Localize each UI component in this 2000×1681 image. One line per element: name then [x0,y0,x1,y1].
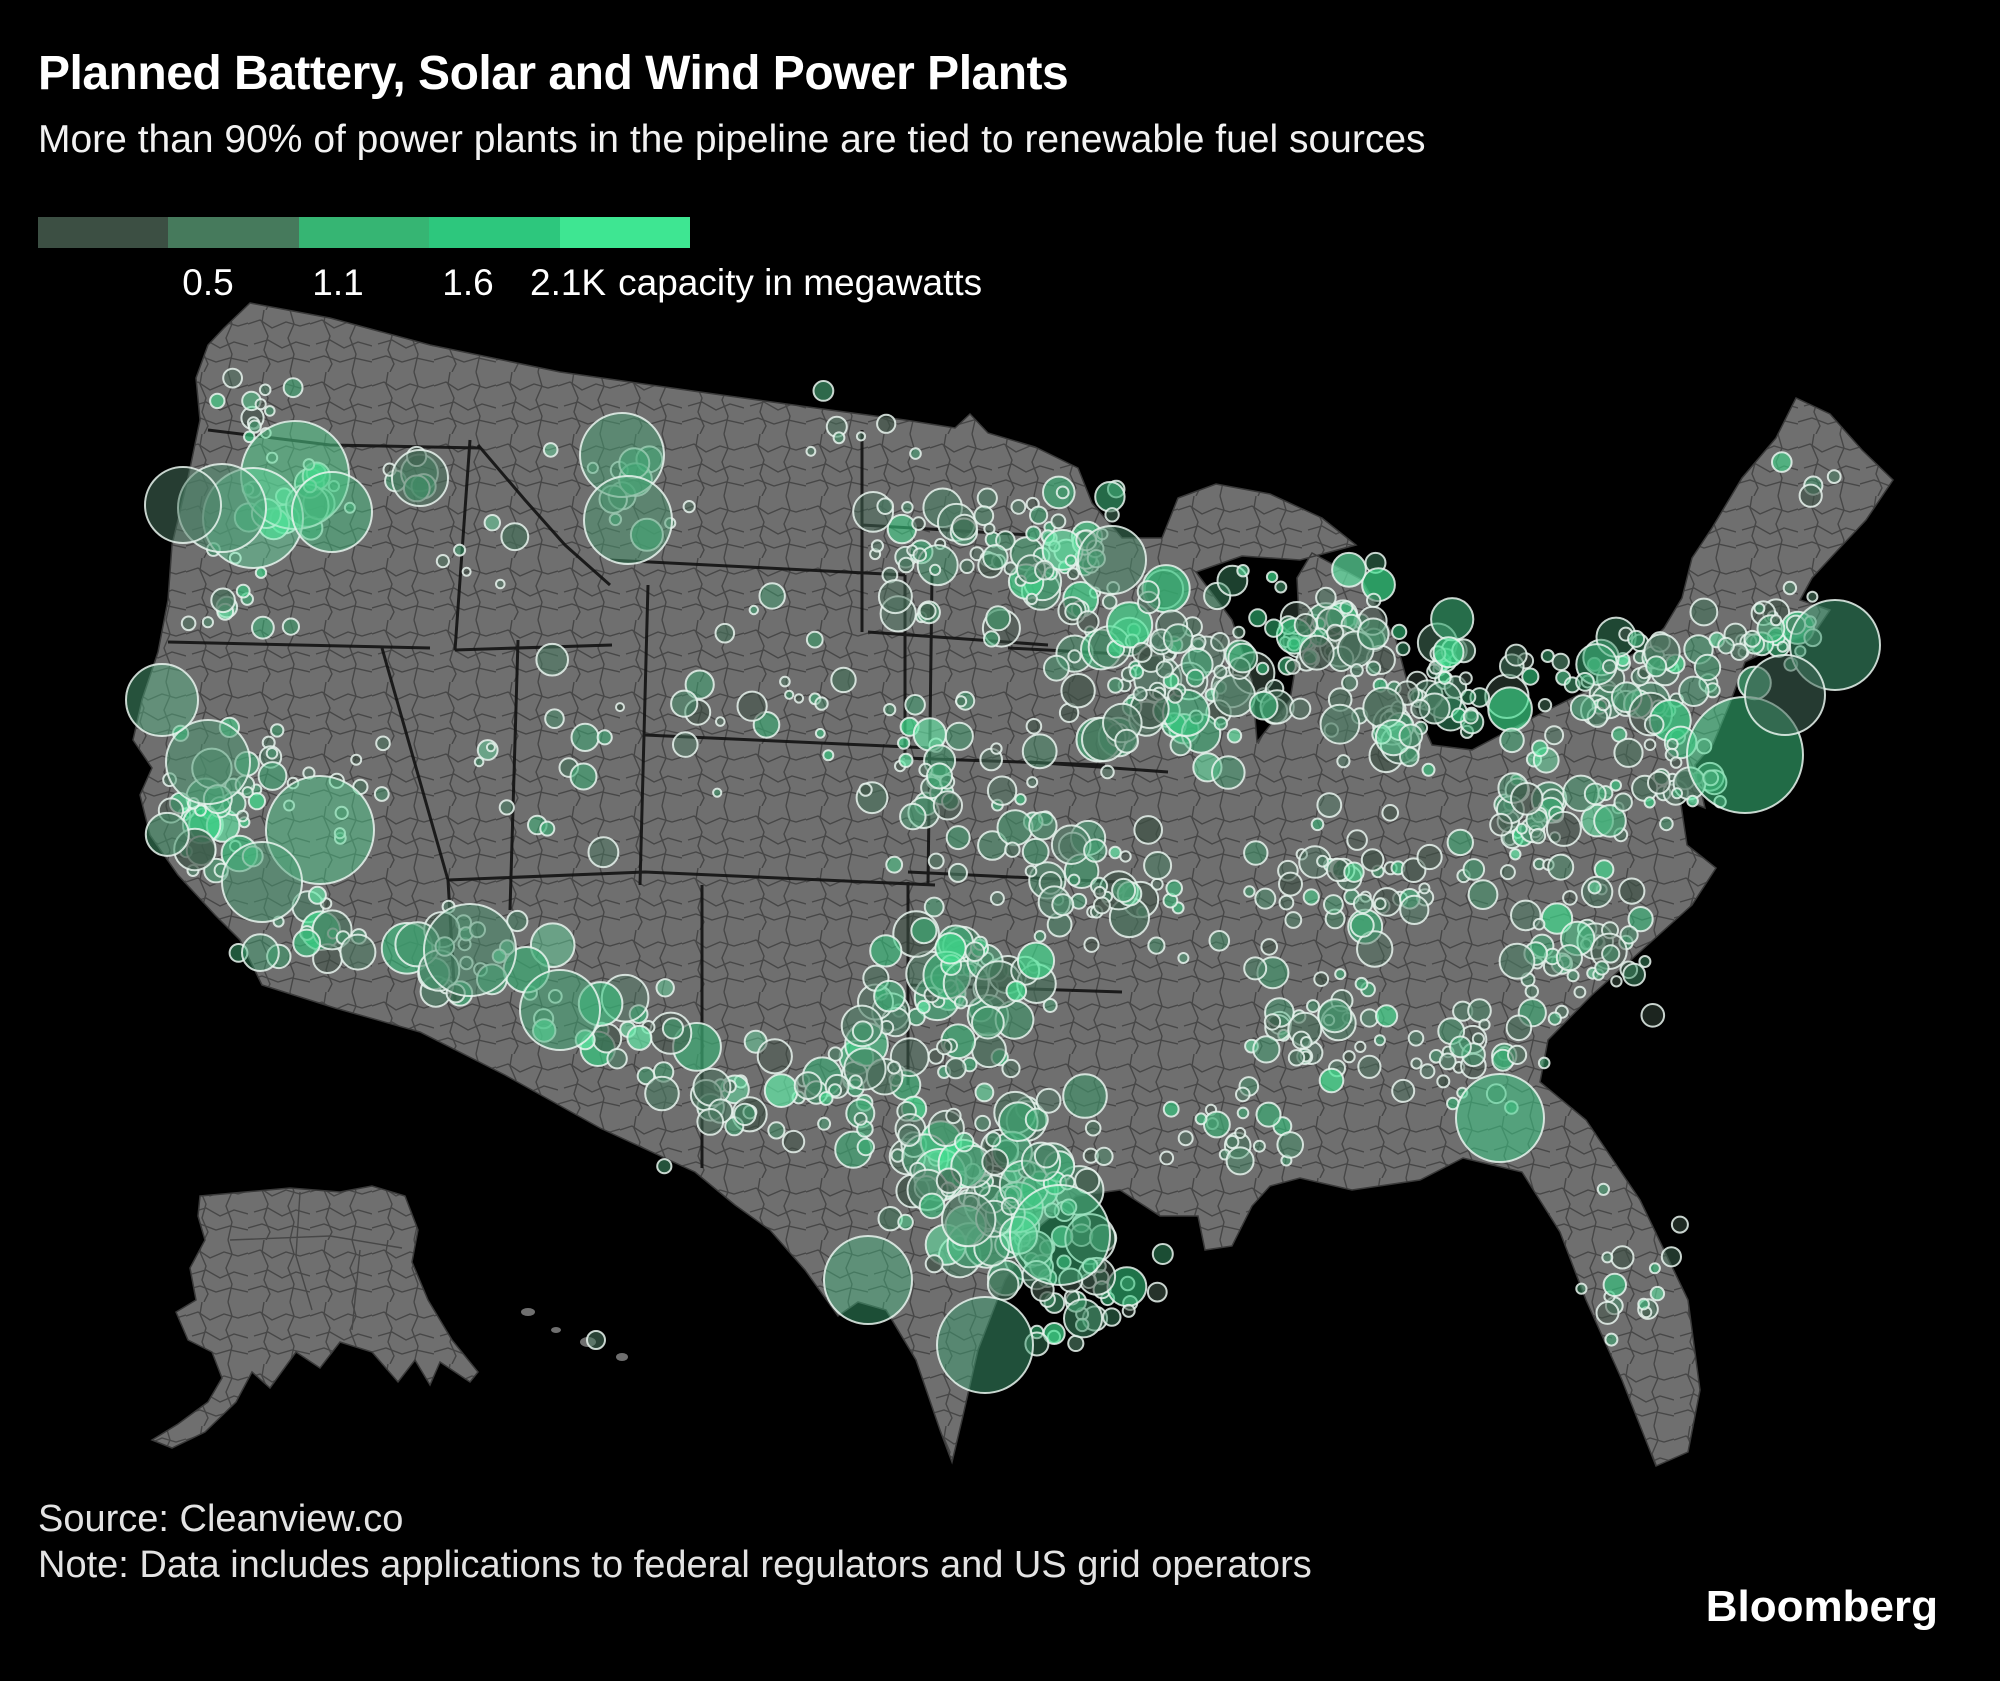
page-subtitle: More than 90% of power plants in the pip… [38,118,1426,161]
legend-segment-5 [559,217,691,248]
us-mainland-shape [132,302,1894,1467]
legend-segment-3 [298,217,430,248]
alaska-shape [150,1185,479,1449]
alaska-borough-lines [229,1191,403,1331]
footer: Source: Cleanview.co Note: Data includes… [38,1496,1318,1589]
legend-tick-label: 2.1K [530,262,607,303]
legend-tick-label: 1.1 [312,262,364,303]
legend-segment-4 [429,217,560,248]
source-text: Source: Cleanview.co [38,1498,404,1540]
hawaii-islands [521,1308,628,1361]
landmass [132,302,1894,1467]
legend-caption: capacity in megawatts [618,262,983,303]
legend-segment-2 [168,217,299,248]
legend-color-ramp [38,217,691,248]
note-text: Note: Data includes applications to fede… [38,1544,1312,1587]
page-title: Planned Battery, Solar and Wind Power Pl… [38,47,1069,100]
bloomberg-logo: Bloomberg [1705,1582,1938,1631]
bubble-layer [125,367,1881,1394]
legend-labels: 0.5 1.1 1.6 2.1K capacity in megawatts [0,262,982,308]
legend-segment-1 [38,217,169,248]
legend-tick-label: 0.5 [182,262,234,303]
legend-tick-label: 1.6 [442,262,494,303]
